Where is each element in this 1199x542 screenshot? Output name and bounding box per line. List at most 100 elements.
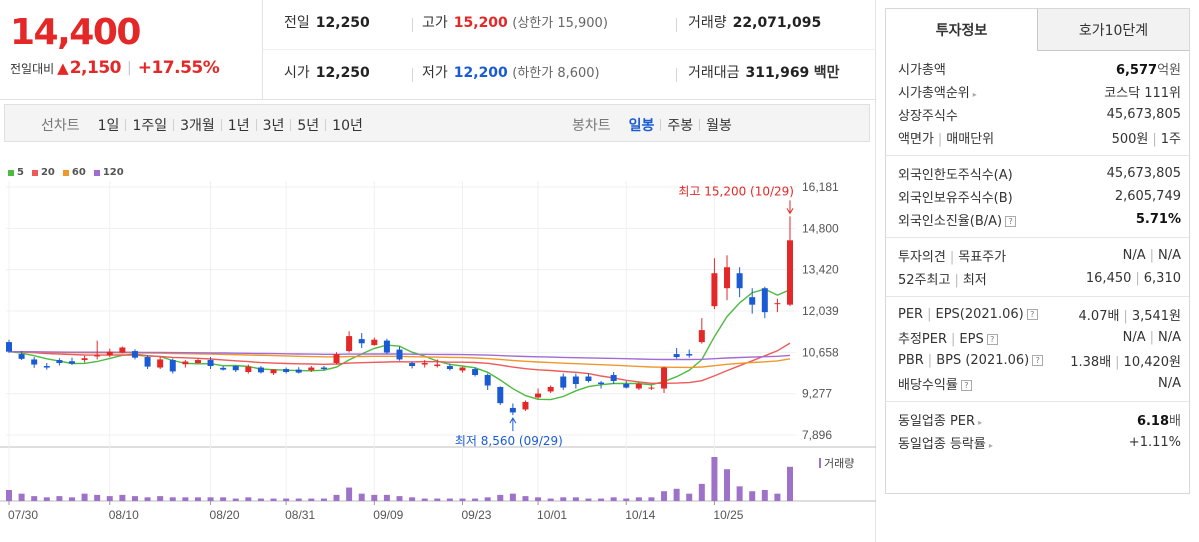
candle-body xyxy=(220,367,227,370)
help-icon[interactable]: ? xyxy=(986,334,998,345)
candle-body xyxy=(346,336,353,352)
candle-body xyxy=(56,360,63,364)
volume-bar xyxy=(346,487,353,501)
candle-body xyxy=(6,342,12,352)
candle-body xyxy=(182,361,189,365)
period-5y[interactable]: 5년 xyxy=(297,118,320,134)
row-foreign-hold: 외국인보유주식수(B) 2,605,749 xyxy=(898,189,1181,206)
section-industry: 동일업종 PER ▸ 6.18배 동일업종 등락률 ▸ +1.11% xyxy=(886,402,1189,460)
candle-body xyxy=(157,359,164,368)
open-price: 시가 12,250 xyxy=(284,65,370,81)
divider xyxy=(412,68,413,82)
volume-bar xyxy=(232,498,239,501)
divider xyxy=(173,119,175,131)
caret-right-icon: ▸ xyxy=(978,418,983,427)
volume-bar xyxy=(787,466,793,501)
volume-bar xyxy=(736,486,743,501)
volume-bar xyxy=(610,497,617,501)
x-tick-label: 09/09 xyxy=(373,508,403,522)
candle-chart-types: 봉차트 일봉 주봉 월봉 xyxy=(572,115,738,135)
candle-body xyxy=(232,366,239,371)
candlestick-chart-svg: 16,181 14,800 13,420 12,039 10,658 9,277 7,896… xyxy=(0,180,876,522)
candle-body xyxy=(446,366,453,370)
volume-bar xyxy=(497,494,504,501)
change-percent: +17.55% xyxy=(137,58,220,78)
candle-body xyxy=(547,386,554,392)
tab-order-book[interactable]: 호가10단계 xyxy=(1037,9,1189,50)
trade-amount: 거래대금 311,969 백만 xyxy=(688,65,840,81)
period-3m[interactable]: 3개월 xyxy=(180,118,215,134)
period-1w[interactable]: 1주일 xyxy=(132,118,168,134)
legend-ma60: 60 xyxy=(62,167,86,178)
y-tick-label: 9,277 xyxy=(802,387,832,401)
volume-bar xyxy=(371,494,378,501)
tab-investment-info[interactable]: 투자정보 xyxy=(886,9,1037,51)
row-industry-per[interactable]: 동일업종 PER ▸ 6.18배 xyxy=(898,414,1181,429)
candle-daily[interactable]: 일봉 xyxy=(628,118,655,134)
candle-body xyxy=(673,354,680,358)
x-tick-label: 10/14 xyxy=(625,508,655,522)
y-tick-label: 13,420 xyxy=(802,263,839,277)
volume-bar xyxy=(182,497,189,501)
volume-bar xyxy=(698,483,705,501)
legend-ma20: 20 xyxy=(31,167,55,178)
help-icon[interactable]: ? xyxy=(1026,309,1038,320)
caret-right-icon: ▸ xyxy=(988,441,993,450)
row-industry-change[interactable]: 동일업종 등락률 ▸ +1.11% xyxy=(898,435,1181,452)
period-3y[interactable]: 3년 xyxy=(262,118,285,134)
divider xyxy=(290,119,292,131)
period-10y[interactable]: 10년 xyxy=(332,118,363,134)
help-icon[interactable]: ? xyxy=(1032,355,1044,366)
candle-body xyxy=(635,383,642,389)
legend-ma5: 5 xyxy=(8,167,24,178)
x-tick-label: 07/30 xyxy=(8,508,38,522)
candle-body xyxy=(459,367,466,371)
period-1y[interactable]: 1년 xyxy=(227,118,250,134)
help-icon[interactable]: ? xyxy=(1005,216,1017,227)
row-per: PER | EPS(2021.06)? 4.07배 | 3,541원 xyxy=(898,307,1181,324)
volume-bar xyxy=(6,490,12,501)
line-chart-periods: 선차트 1일 1주일 3개월 1년 3년 5년 10년 xyxy=(41,115,369,135)
volume-bar xyxy=(94,494,101,501)
candle-monthly[interactable]: 월봉 xyxy=(706,118,732,134)
volume-bar xyxy=(560,497,567,501)
volume-bar xyxy=(459,498,466,501)
volume-bar xyxy=(446,498,453,501)
row-opinion: 투자의견 | 목표주가 N/A | N/A xyxy=(898,248,1181,265)
candle-body xyxy=(472,369,479,376)
candle-body xyxy=(585,376,592,381)
high-price: 고가 15,200 (상한가 15,900) xyxy=(422,15,608,31)
y-tick-label: 10,658 xyxy=(802,345,839,359)
volume-label: 거래량 xyxy=(824,457,854,470)
x-tick-label: 08/20 xyxy=(210,508,240,522)
legend-swatch xyxy=(31,169,38,176)
volume-bar xyxy=(484,497,491,501)
divider xyxy=(255,119,257,131)
divider: | xyxy=(127,60,132,76)
volume-bar xyxy=(623,498,630,501)
row-market-cap-rank[interactable]: 시가총액순위 ▸ 코스닥 111위 xyxy=(898,86,1181,101)
change-label: 전일대비 xyxy=(10,61,55,76)
help-icon[interactable]: ? xyxy=(960,380,972,391)
volume-bar xyxy=(598,498,605,501)
candle-weekly[interactable]: 주봉 xyxy=(667,118,694,134)
candle-body xyxy=(409,363,416,367)
volume-bar xyxy=(547,498,554,501)
candle-body xyxy=(257,367,264,373)
prev-close: 전일 12,250 xyxy=(284,15,370,31)
candle-body xyxy=(535,393,542,398)
volume-bar xyxy=(56,496,63,501)
volume-bar xyxy=(106,496,113,501)
section-foreign: 외국인한도주식수(A) 45,673,805 외국인보유주식수(B) 2,605… xyxy=(886,156,1189,238)
volume-bar xyxy=(220,497,227,501)
price-info-grid: 전일 12,250 고가 15,200 (상한가 15,900) 거래량 22,071… xyxy=(263,0,876,100)
volume-bar xyxy=(144,497,151,501)
up-triangle-icon: ▲ xyxy=(57,59,69,77)
legend-ma120: 120 xyxy=(93,167,124,178)
candle-body xyxy=(434,364,441,367)
volume-bar xyxy=(472,498,479,501)
volume-bar xyxy=(157,496,164,501)
period-1d[interactable]: 1일 xyxy=(97,118,120,134)
caret-right-icon: ▸ xyxy=(972,90,977,99)
current-price: 14,400 xyxy=(10,12,141,53)
